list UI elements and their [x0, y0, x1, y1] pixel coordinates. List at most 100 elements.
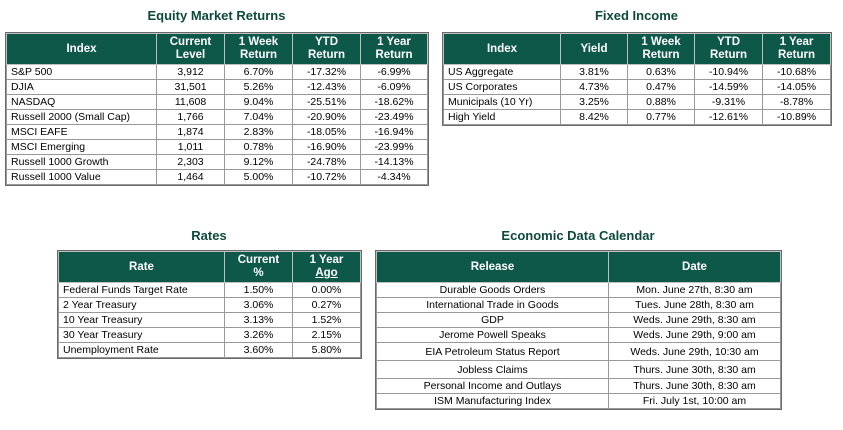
year-return: -16.94%	[360, 124, 428, 140]
year-return: -18.62%	[360, 94, 428, 110]
current-level: 1,766	[156, 109, 225, 125]
table-row: MSCI EAFE 1,874 2.83% -18.05% -16.94%	[6, 124, 428, 140]
year-return: -14.13%	[360, 154, 428, 170]
table-row: GDP Weds. June 29th, 8:30 am	[376, 312, 781, 328]
year-ago-rate: 1.52%	[292, 312, 361, 328]
table-row: Jobless Claims Thurs. June 30th, 8:30 am	[376, 360, 781, 379]
current-level: 11,608	[156, 94, 225, 110]
calendar-header-release: Release	[376, 251, 609, 283]
fixed-header-yield: Yield	[560, 33, 628, 65]
ytd-return: -12.61%	[694, 109, 763, 125]
equity-header-week: 1 Week Return	[224, 33, 293, 65]
fixed-header-index: Index	[443, 33, 561, 65]
fixed-header-ytd: YTD Return	[694, 33, 763, 65]
index-name: DJIA	[6, 79, 157, 95]
index-name: MSCI Emerging	[6, 139, 157, 155]
table-row: 30 Year Treasury 3.26% 2.15%	[58, 327, 361, 343]
release-name: Durable Goods Orders	[376, 282, 609, 298]
table-row: EIA Petroleum Status Report Weds. June 29…	[376, 342, 781, 361]
index-name: High Yield	[443, 109, 561, 125]
table-row: High Yield 8.42% 0.77% -12.61% -10.89%	[443, 109, 831, 125]
index-name: Municipals (10 Yr)	[443, 94, 561, 110]
equity-table: Index Current Level 1 Week Return YTD Retur…	[5, 32, 429, 186]
year-return: -10.89%	[762, 109, 831, 125]
current-level: 1,464	[156, 169, 225, 185]
table-row: MSCI Emerging 1,011 0.78% -16.90% -23.99%	[6, 139, 428, 155]
year-return: -10.68%	[762, 64, 831, 80]
calendar-header-date: Date	[608, 251, 781, 283]
release-name: Jobless Claims	[376, 360, 609, 379]
year-return: -4.34%	[360, 169, 428, 185]
release-name: GDP	[376, 312, 609, 328]
yield-value: 8.42%	[560, 109, 628, 125]
current-level: 31,501	[156, 79, 225, 95]
ytd-return: -12.43%	[292, 79, 361, 95]
current-rate: 3.06%	[224, 297, 293, 313]
rate-name: Unemployment Rate	[58, 342, 225, 358]
ytd-return: -10.72%	[292, 169, 361, 185]
table-row: International Trade in Goods Tues. June 2…	[376, 297, 781, 313]
year-return: -6.99%	[360, 64, 428, 80]
calendar-title: Economic Data Calendar	[501, 228, 655, 243]
ytd-return: -10.94%	[694, 64, 763, 80]
week-return: 0.78%	[224, 139, 293, 155]
table-row: Municipals (10 Yr) 3.25% 0.88% -9.31% -8.78%	[443, 94, 831, 110]
release-date: Mon. June 27th, 8:30 am	[608, 282, 781, 298]
table-row: Jerome Powell Speaks Weds. June 29th, 9:0…	[376, 327, 781, 343]
rate-name: 2 Year Treasury	[58, 297, 225, 313]
year-return: -14.05%	[762, 79, 831, 95]
week-return: 5.26%	[224, 79, 293, 95]
equity-header-current: Current Level	[156, 33, 225, 65]
year-return: -8.78%	[762, 94, 831, 110]
ytd-return: -18.05%	[292, 124, 361, 140]
equity-title: Equity Market Returns	[147, 8, 286, 23]
release-date: Weds. June 29th, 8:30 am	[608, 312, 781, 328]
rate-name: Federal Funds Target Rate	[58, 282, 225, 298]
calendar-table: Release Date Durable Goods Orders Mon. Ju…	[375, 250, 782, 410]
table-row: US Aggregate 3.81% 0.63% -10.94% -10.68%	[443, 64, 831, 80]
release-date: Weds. June 29th, 10:30 am	[608, 342, 781, 361]
rates-header-rate: Rate	[58, 251, 225, 283]
yield-value: 3.25%	[560, 94, 628, 110]
table-row: ISM Manufacturing Index Fri. July 1st, 10…	[376, 393, 781, 409]
fixed-income-title: Fixed Income	[594, 8, 679, 23]
table-row: Personal Income and Outlays Thurs. June 3…	[376, 378, 781, 394]
week-return: 9.04%	[224, 94, 293, 110]
fixed-header-week: 1 Week Return	[627, 33, 695, 65]
table-row: S&P 500 3,912 6.70% -17.32% -6.99%	[6, 64, 428, 80]
ytd-return: -14.59%	[694, 79, 763, 95]
rate-name: 30 Year Treasury	[58, 327, 225, 343]
rates-title: Rates	[191, 228, 227, 243]
year-return: -23.49%	[360, 109, 428, 125]
current-level: 1,011	[156, 139, 225, 155]
year-return: -6.09%	[360, 79, 428, 95]
year-ago-rate: 0.27%	[292, 297, 361, 313]
equity-header-ytd: YTD Return	[292, 33, 361, 65]
equity-header-index: Index	[6, 33, 157, 65]
rates-table: Rate Current% 1 Year Ago Federal Funds Ta…	[57, 250, 362, 359]
current-level: 1,874	[156, 124, 225, 140]
week-return: 7.04%	[224, 109, 293, 125]
table-row: Russell 1000 Value 1,464 5.00% -10.72% -4.34…	[6, 169, 428, 185]
week-return: 9.12%	[224, 154, 293, 170]
table-row: NASDAQ 11,608 9.04% -25.51% -18.62%	[6, 94, 428, 110]
current-rate: 3.13%	[224, 312, 293, 328]
table-row: 2 Year Treasury 3.06% 0.27%	[58, 297, 361, 313]
rates-header-current: Current%	[224, 251, 293, 283]
table-row: Unemployment Rate 3.60% 5.80%	[58, 342, 361, 358]
yield-value: 3.81%	[560, 64, 628, 80]
rate-name: 10 Year Treasury	[58, 312, 225, 328]
yield-value: 4.73%	[560, 79, 628, 95]
current-rate: 1.50%	[224, 282, 293, 298]
ytd-return: -9.31%	[694, 94, 763, 110]
index-name: S&P 500	[6, 64, 157, 80]
release-date: Fri. July 1st, 10:00 am	[608, 393, 781, 409]
release-name: ISM Manufacturing Index	[376, 393, 609, 409]
table-row: Russell 2000 (Small Cap) 1,766 7.04% -20.90…	[6, 109, 428, 125]
year-return: -23.99%	[360, 139, 428, 155]
year-ago-rate: 5.80%	[292, 342, 361, 358]
week-return: 0.47%	[627, 79, 695, 95]
index-name: Russell 2000 (Small Cap)	[6, 109, 157, 125]
rates-header-year: 1 Year Ago	[292, 251, 361, 283]
year-ago-rate: 2.15%	[292, 327, 361, 343]
